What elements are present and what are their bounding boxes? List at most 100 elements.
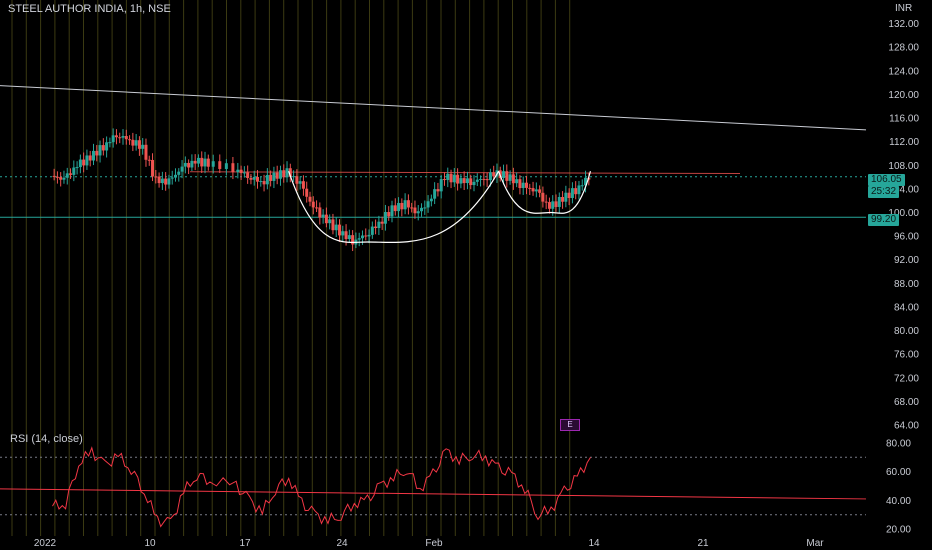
candle-body <box>259 181 263 183</box>
time-tick-label: 10 <box>144 538 156 549</box>
price-axis: 132.00 128.00 124.00 120.00 116.00 112.00 108.… <box>888 19 919 431</box>
candle-body <box>479 178 483 180</box>
candle-body <box>164 178 168 185</box>
candle-body <box>439 179 443 192</box>
currency-label: INR <box>895 3 913 14</box>
candle-body <box>231 163 235 173</box>
candle-body <box>524 182 528 188</box>
price-tick-label: 116.00 <box>889 114 919 125</box>
candle-body <box>551 201 555 209</box>
candle-body <box>242 172 246 174</box>
candle-body <box>429 198 433 202</box>
candle-body <box>426 201 430 208</box>
candle-body <box>360 235 364 239</box>
session-separators <box>11 0 571 536</box>
candle-body <box>151 160 155 177</box>
candle-body <box>200 157 204 167</box>
candle-body <box>475 179 479 182</box>
candle-body <box>134 140 138 146</box>
countdown-tag: 25:32 <box>868 186 900 198</box>
candle-body <box>446 173 450 181</box>
candle-body <box>177 171 181 175</box>
candle-body <box>505 171 509 181</box>
rsi-title: RSI (14, close) <box>10 433 83 445</box>
candle-body <box>85 155 89 166</box>
candle-body <box>452 174 456 183</box>
candle-body <box>518 179 522 189</box>
candle-body <box>433 189 437 199</box>
candle-body <box>577 185 581 195</box>
candle-body <box>121 136 125 138</box>
price-tick-label: 96.00 <box>894 232 919 243</box>
candle-body <box>305 188 309 197</box>
candle-body <box>561 197 565 202</box>
candle-body <box>331 219 335 231</box>
candle-body <box>236 169 240 173</box>
candle-body <box>554 201 558 207</box>
candle-body <box>114 135 118 138</box>
candle-body <box>262 181 266 185</box>
earnings-badge[interactable]: E <box>560 419 580 431</box>
candle-body <box>472 181 476 186</box>
candle-body <box>462 178 466 184</box>
price-tick-label: 72.00 <box>894 373 919 384</box>
price-tick-label: 108.00 <box>888 161 919 172</box>
candle-body <box>410 207 414 209</box>
candle-body <box>206 158 210 167</box>
candle-body <box>59 177 63 180</box>
candle-body <box>52 175 56 177</box>
candle-body <box>105 142 109 151</box>
candle-body <box>203 158 207 167</box>
candle-body <box>534 189 538 192</box>
candle-body <box>170 177 174 179</box>
chart-title: STEEL AUTHOR INDIA, 1h, NSE <box>8 3 171 15</box>
candle-body <box>108 142 112 144</box>
candle-body <box>400 202 404 210</box>
candle-body <box>459 178 463 184</box>
candle-body <box>383 212 387 224</box>
candle-body <box>420 207 424 212</box>
candle-body <box>160 178 164 184</box>
candle-body <box>328 219 332 224</box>
candle-body <box>173 174 177 178</box>
candle-body <box>580 185 584 187</box>
candle-body <box>397 202 401 212</box>
candle-body <box>406 200 410 208</box>
candle-body <box>147 159 151 161</box>
rsi-tick-label: 40.00 <box>886 496 911 507</box>
rsi-tick-label: 60.00 <box>886 467 911 478</box>
candle-body <box>154 176 158 178</box>
rsi-axis: 80.00 60.00 40.00 20.00 <box>886 438 911 535</box>
candle-body <box>193 160 197 164</box>
candle-body <box>374 226 378 229</box>
candle-body <box>187 162 191 168</box>
candle-body <box>269 175 273 181</box>
candle-body <box>403 200 407 210</box>
time-axis: 2022 10 17 24 Feb 14 21 Mar <box>34 538 824 549</box>
candle-body <box>541 192 545 202</box>
candle-body <box>256 176 260 182</box>
candle-body <box>567 192 571 199</box>
price-tick-label: 128.00 <box>888 43 919 54</box>
candle-body <box>344 231 348 240</box>
candle-body <box>334 224 338 231</box>
price-tick-label: 68.00 <box>894 397 919 408</box>
candle-body <box>55 176 59 178</box>
candle-body <box>75 167 79 169</box>
candle-body <box>387 212 391 217</box>
candle-body <box>252 176 256 180</box>
candle-body <box>78 159 82 168</box>
candle-body <box>351 235 355 245</box>
candle-body <box>482 178 486 180</box>
cup-curve <box>498 170 592 214</box>
candles <box>52 128 591 252</box>
candle-body <box>502 171 506 178</box>
rsi-pane <box>0 446 867 528</box>
time-tick-label: 2022 <box>34 538 57 549</box>
candle-body <box>98 145 102 156</box>
candle-body <box>318 207 322 218</box>
candle-body <box>128 139 132 141</box>
candle-body <box>218 161 222 169</box>
candle-body <box>111 135 115 143</box>
